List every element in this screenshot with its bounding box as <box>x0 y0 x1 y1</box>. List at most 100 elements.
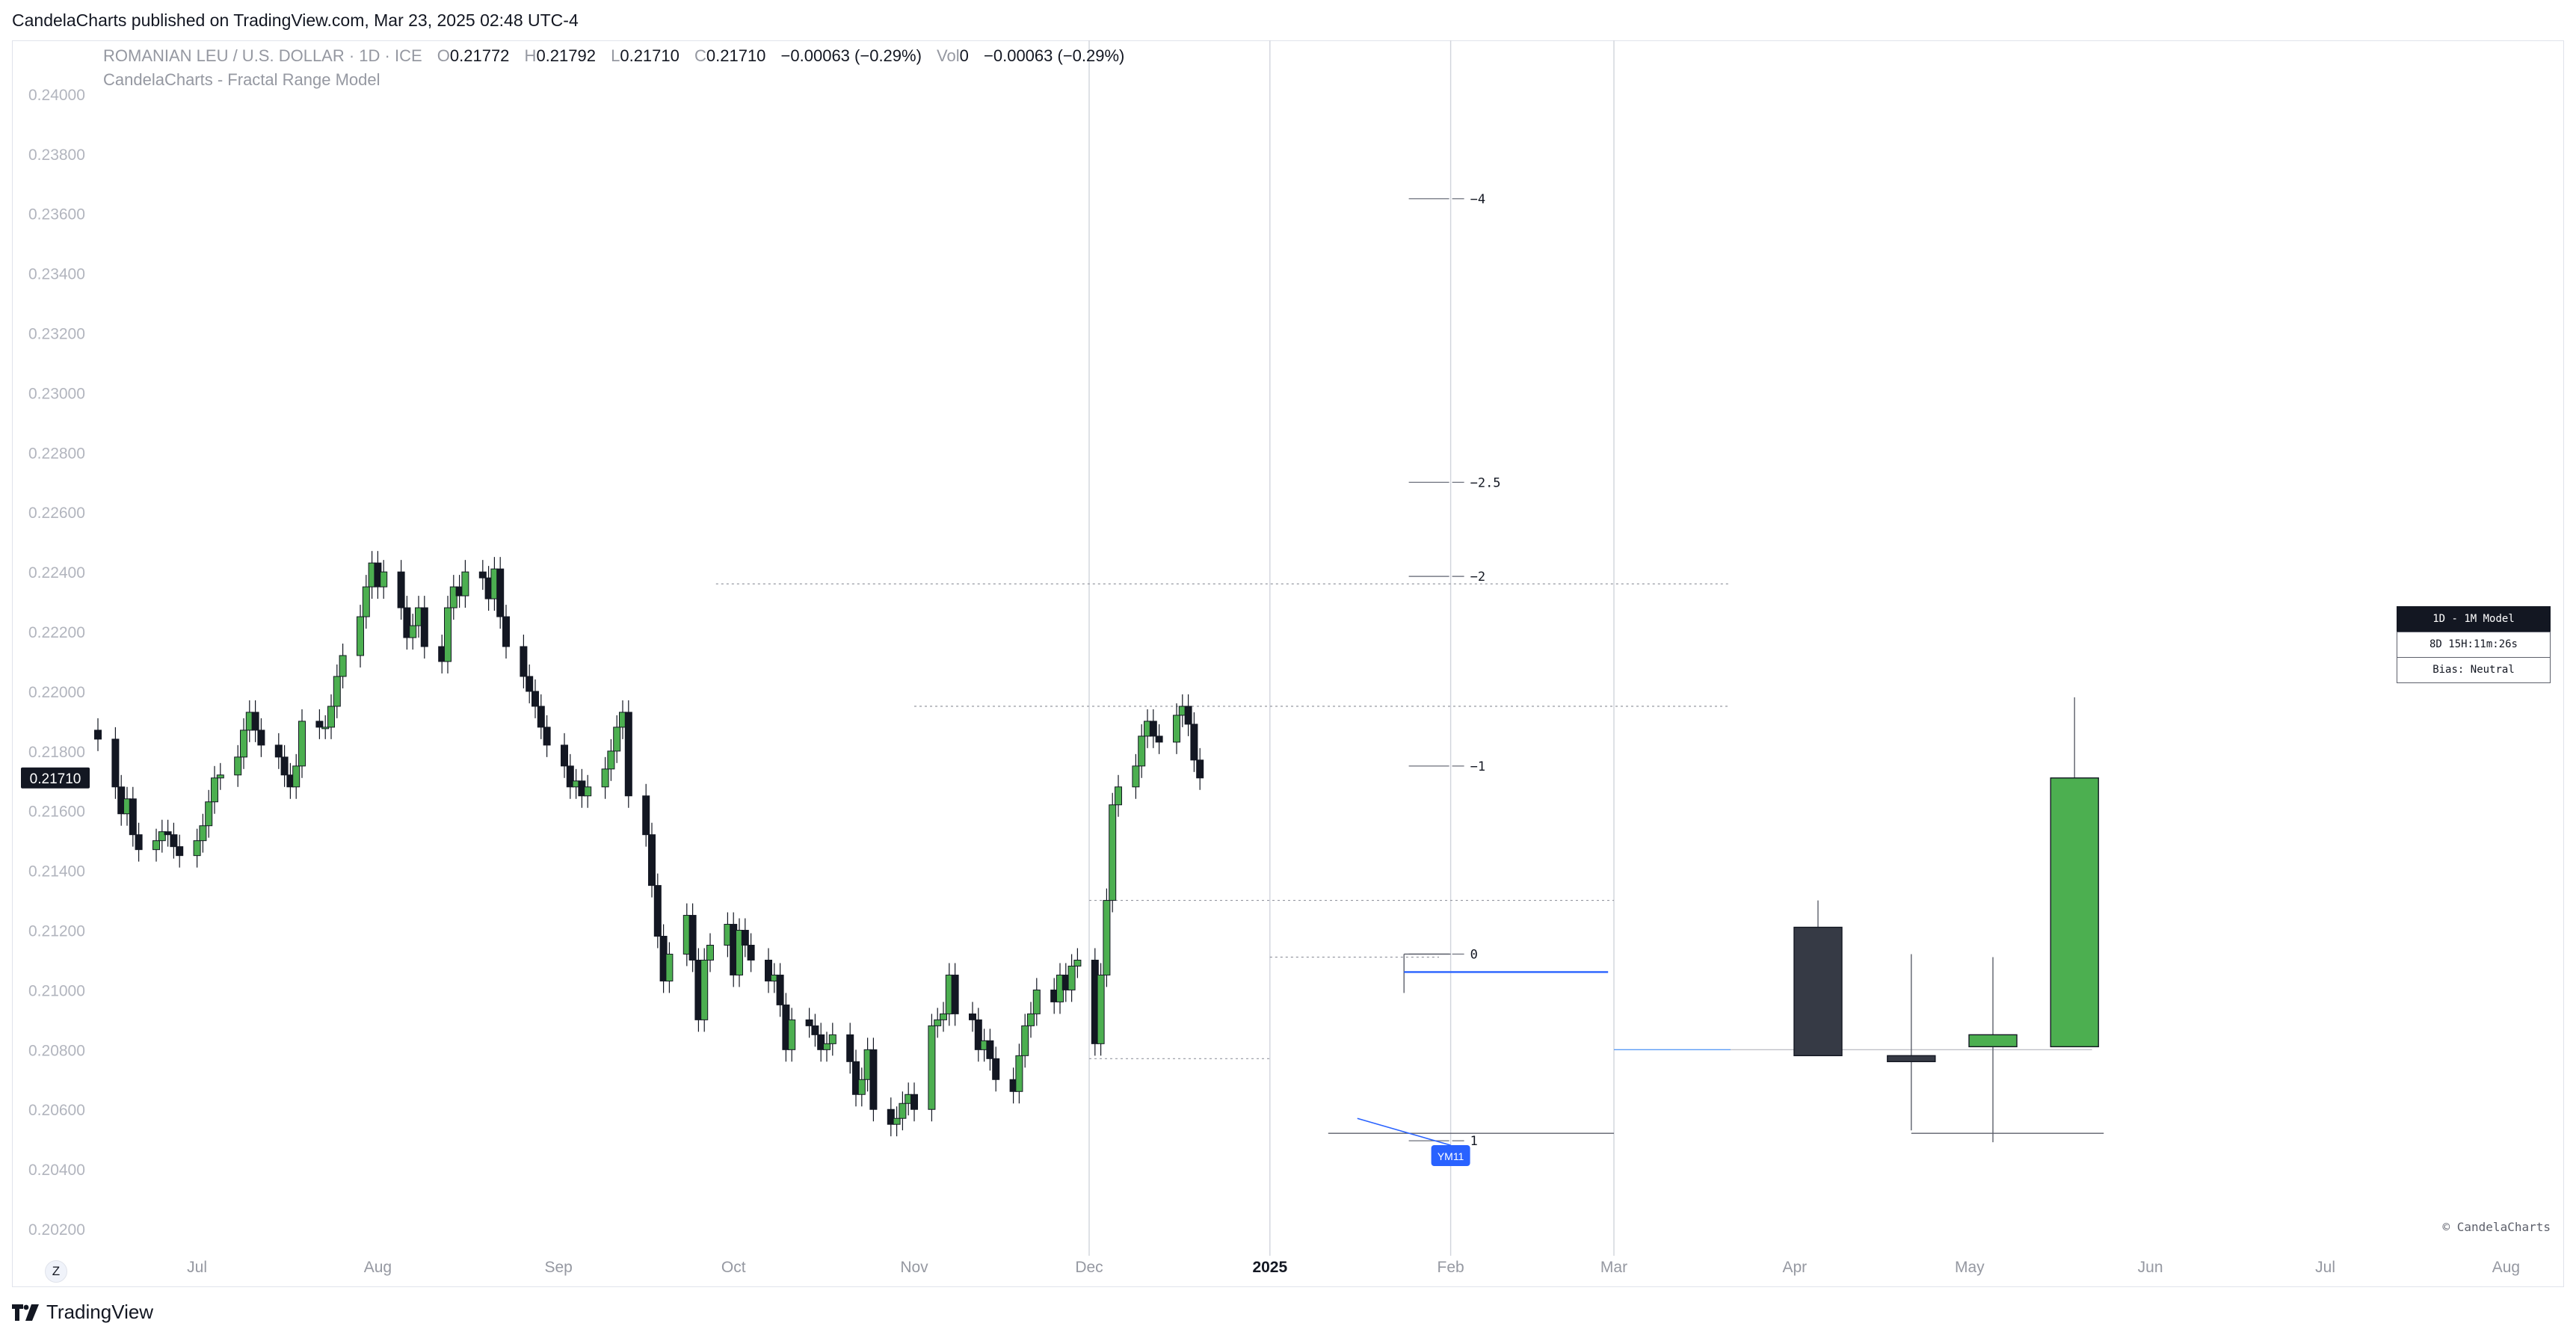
candle <box>688 903 697 972</box>
last-price-tag <box>21 767 90 789</box>
candle-body <box>216 774 224 779</box>
candle <box>164 819 172 847</box>
candle <box>199 813 207 853</box>
candle-body <box>257 730 265 746</box>
month-separators <box>1088 40 1615 1256</box>
candle-body <box>111 739 120 788</box>
y-tick-label: 0.23200 <box>28 326 85 343</box>
x-tick-label: Sep <box>545 1259 573 1276</box>
candle <box>910 1082 918 1122</box>
candle-body <box>653 885 662 937</box>
y-tick-label: 0.24000 <box>28 87 85 104</box>
candle <box>274 733 283 769</box>
candle-body <box>765 959 772 981</box>
x-tick-label: Aug <box>2492 1259 2520 1276</box>
candle <box>648 822 656 898</box>
candle <box>152 828 160 862</box>
x-tick-label: Dec <box>1075 1259 1103 1276</box>
tradingview-logo[interactable]: TradingView <box>12 1301 153 1324</box>
candle-body <box>164 831 172 836</box>
x-tick-label: Oct <box>721 1259 746 1276</box>
annotations: YM11 © CandelaCharts <box>1431 1145 2551 1234</box>
candle <box>899 1091 907 1131</box>
candle-body <box>205 801 213 827</box>
candle-body <box>940 1013 947 1020</box>
candle <box>1196 747 1204 790</box>
y-tick-label: 0.22200 <box>28 624 85 641</box>
candle <box>1149 709 1157 748</box>
model-timer: 8D 15H:11m:26s <box>2397 632 2551 658</box>
timezone-button[interactable]: Z <box>45 1260 67 1283</box>
indicator-name[interactable]: CandelaCharts - Fractal Range Model <box>103 70 380 89</box>
candle-body <box>193 840 201 857</box>
candle <box>170 822 178 859</box>
candle <box>543 715 551 757</box>
candle <box>1073 948 1082 978</box>
last-price-label: 0.21710 <box>30 771 81 787</box>
symbol-legend: ROMANIAN LEU / U.S. DOLLAR · 1D · ICE O0… <box>103 46 1124 66</box>
candle-body <box>700 959 709 1020</box>
candle-body <box>543 727 551 746</box>
candle-body <box>520 646 528 677</box>
open-value: 0.21772 <box>449 46 510 65</box>
x-tick-label: Jun <box>2138 1259 2163 1276</box>
candle <box>478 560 487 591</box>
candle-body <box>1132 765 1140 788</box>
tradingview-brand: TradingView <box>46 1301 154 1323</box>
x-tick-label: Aug <box>364 1259 392 1276</box>
candle <box>642 783 650 847</box>
candle <box>788 1008 796 1062</box>
candle-body <box>380 571 388 588</box>
range-level-label: −4 <box>1470 192 1485 207</box>
candle <box>601 756 609 799</box>
candle <box>940 1002 947 1032</box>
candle <box>584 774 592 808</box>
y-tick-label: 0.20600 <box>28 1102 85 1119</box>
candle-body <box>461 571 469 596</box>
candle <box>502 605 510 659</box>
y-tick-label: 0.23000 <box>28 385 85 402</box>
candle-body <box>561 744 568 767</box>
candle-body <box>339 655 347 677</box>
candle-body <box>893 1117 901 1125</box>
y-tick-label: 0.21200 <box>28 923 85 940</box>
y-tick-label: 0.22400 <box>28 564 85 582</box>
y-tick-label: 0.22800 <box>28 445 85 462</box>
time-axis: Jul Aug Sep Oct Nov Dec 2025 Feb Mar Apr May Jun Jul… <box>187 1259 2520 1276</box>
candle-body <box>648 834 656 887</box>
candle-body <box>321 727 330 730</box>
candle-body <box>1021 1025 1029 1056</box>
candle-body <box>397 571 405 608</box>
candle <box>706 933 714 972</box>
low-label: L <box>611 46 620 65</box>
candle <box>257 718 265 757</box>
candle <box>561 733 568 778</box>
candle-body <box>327 706 335 728</box>
candle <box>193 828 201 868</box>
candle-body <box>788 1019 796 1050</box>
candle-body <box>199 825 207 842</box>
candle <box>362 575 370 629</box>
candle-body <box>899 1103 907 1119</box>
blue-arrow-line <box>1357 1117 1451 1146</box>
range-level-label: −2.5 <box>1470 475 1501 490</box>
candle-body <box>1155 736 1163 743</box>
chart-frame[interactable] <box>12 40 2564 1287</box>
candle <box>234 744 242 787</box>
candle <box>327 694 335 739</box>
candle-body <box>478 571 487 579</box>
candle-body <box>887 1109 895 1125</box>
candle <box>624 700 632 808</box>
candle <box>1115 774 1122 817</box>
price-axis: 0.24000 0.23800 0.23600 0.23400 0.23200 0.230… <box>21 87 90 1239</box>
candle-body <box>852 1061 860 1095</box>
candle-body <box>292 765 301 788</box>
fractal-levels: −4 −2.5 −2 −1 0 1 <box>715 192 2092 1149</box>
candle <box>887 1097 895 1137</box>
change-value: −0.00063 (−0.29%) <box>780 46 922 65</box>
candle-body <box>211 777 218 803</box>
candle <box>496 557 505 629</box>
close-value: 0.21710 <box>706 46 766 65</box>
candle <box>444 596 452 673</box>
